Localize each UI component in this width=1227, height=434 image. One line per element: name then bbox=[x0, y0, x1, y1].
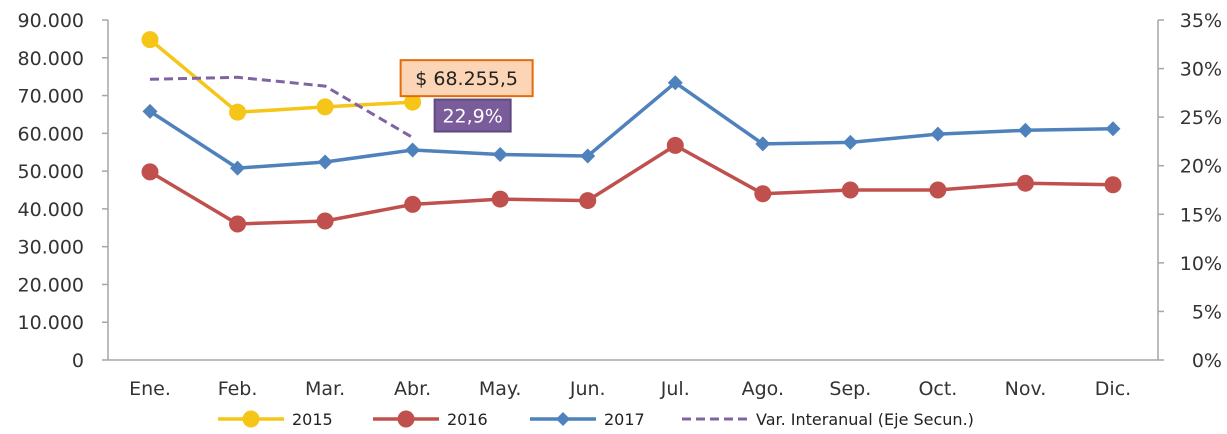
x-tick-label: Nov. bbox=[1005, 378, 1047, 400]
y-right-tick-label: 0% bbox=[1192, 350, 1222, 372]
y-left-tick-label: 30.000 bbox=[18, 237, 84, 259]
data-point-s0 bbox=[316, 98, 334, 116]
legend-label: 2017 bbox=[604, 410, 645, 429]
legend-label: Var. Interanual (Eje Secun.) bbox=[756, 410, 974, 429]
data-point-s0 bbox=[229, 103, 247, 121]
data-point-s1 bbox=[316, 212, 334, 230]
data-point-s2 bbox=[142, 103, 158, 119]
data-point-s2 bbox=[580, 148, 596, 164]
y-left-tick-label: 40.000 bbox=[18, 199, 84, 221]
y-right-tick-label: 5% bbox=[1192, 301, 1222, 323]
data-point-s1 bbox=[579, 192, 597, 210]
legend-marker bbox=[397, 410, 415, 428]
legend-label: 2016 bbox=[447, 410, 488, 429]
data-point-s2 bbox=[842, 134, 858, 150]
y-left-tick-label: 0 bbox=[72, 350, 84, 372]
y-left-tick-label: 10.000 bbox=[18, 312, 84, 334]
series-line-0 bbox=[148, 38, 413, 114]
legend: 2015 2016 2017 Var. Interanual (Eje Secun.) bbox=[218, 410, 974, 429]
data-point-s2 bbox=[492, 146, 508, 162]
data-point-s1 bbox=[929, 181, 947, 199]
x-tick-label: Feb. bbox=[218, 378, 258, 400]
data-point-s1 bbox=[841, 181, 859, 199]
y-right-tick-label: 30% bbox=[1180, 59, 1222, 81]
data-point-s2 bbox=[755, 136, 771, 152]
y-right-tick-label: 10% bbox=[1180, 253, 1222, 275]
y-left-tick-label: 50.000 bbox=[18, 161, 84, 183]
data-point-s1 bbox=[754, 185, 772, 203]
x-tick-label: Ago. bbox=[742, 378, 784, 400]
x-tick-label: Oct. bbox=[918, 378, 957, 400]
data-point-s2 bbox=[667, 75, 683, 91]
data-point-s1 bbox=[229, 215, 247, 233]
y-right-tick-label: 20% bbox=[1180, 156, 1222, 178]
y-right-tick-label: 25% bbox=[1180, 107, 1222, 129]
data-point-s2 bbox=[1105, 121, 1121, 137]
data-point-s0 bbox=[404, 93, 422, 111]
data-point-s1 bbox=[1104, 176, 1122, 194]
series-lines bbox=[148, 38, 1114, 226]
series-markers bbox=[141, 31, 1122, 233]
y-left-tick-label: 80.000 bbox=[18, 48, 84, 70]
y-left-tick-label: 70.000 bbox=[18, 86, 84, 108]
data-callout-box bbox=[433, 98, 512, 133]
x-tick-label: Jun. bbox=[569, 378, 606, 400]
y-right-tick-label: 35% bbox=[1180, 10, 1222, 32]
y-left-tick-label: 20.000 bbox=[18, 274, 84, 296]
legend-label: 2015 bbox=[292, 410, 333, 429]
y-left-tick-label: 60.000 bbox=[18, 123, 84, 145]
data-point-s0 bbox=[141, 31, 159, 49]
data-point-s1 bbox=[404, 195, 422, 213]
x-tick-label: Abr. bbox=[394, 378, 431, 400]
data-point-s1 bbox=[141, 163, 159, 181]
data-point-s2 bbox=[930, 126, 946, 142]
series-line-2 bbox=[149, 80, 1114, 170]
x-tick-label: Sep. bbox=[829, 378, 871, 400]
data-point-s2 bbox=[1017, 122, 1033, 138]
data-point-s1 bbox=[666, 136, 684, 154]
data-point-s2 bbox=[405, 142, 421, 158]
data-callout-label: $ 68.255,5 bbox=[415, 68, 518, 90]
series-line-1 bbox=[149, 143, 1114, 226]
legend-marker bbox=[242, 410, 260, 428]
series-line-3 bbox=[149, 75, 414, 139]
data-callout-label: 22,9% bbox=[442, 106, 502, 128]
axes: 0 10.000 20.000 30.000 40.000 50.000 60.000 70.… bbox=[18, 10, 1222, 400]
x-tick-label: Ene. bbox=[129, 378, 171, 400]
legend-marker bbox=[556, 412, 570, 426]
x-tick-label: Dic. bbox=[1095, 378, 1131, 400]
x-tick-label: Jul. bbox=[660, 378, 690, 400]
data-point-s2 bbox=[230, 160, 246, 176]
x-tick-label: May. bbox=[479, 378, 522, 400]
x-tick-label: Mar. bbox=[305, 378, 345, 400]
y-right-tick-label: 15% bbox=[1180, 204, 1222, 226]
data-point-s1 bbox=[1016, 174, 1034, 192]
data-point-s2 bbox=[317, 154, 333, 170]
data-callout-box bbox=[399, 59, 534, 98]
data-point-s1 bbox=[491, 190, 509, 208]
y-left-tick-label: 90.000 bbox=[18, 10, 84, 32]
data-callouts: $ 68.255,5 22,9% bbox=[399, 59, 534, 133]
